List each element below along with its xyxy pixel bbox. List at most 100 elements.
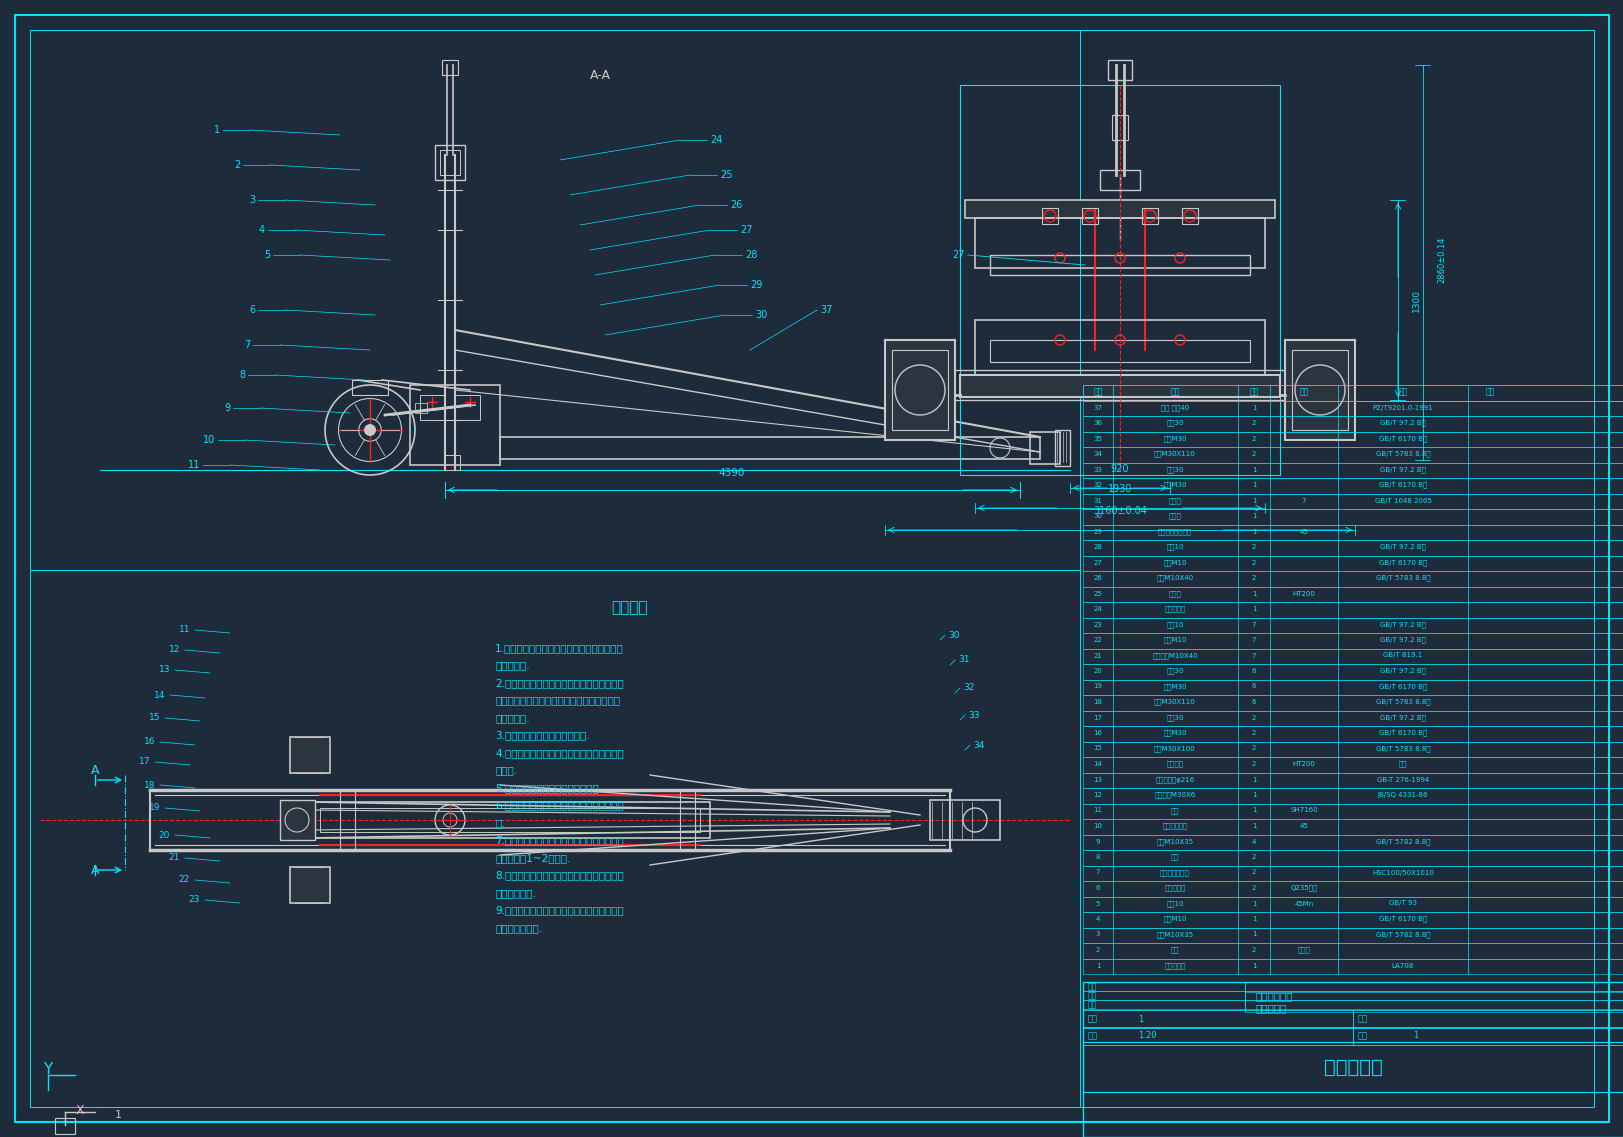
- Text: 标准: 标准: [1397, 388, 1407, 397]
- Text: 14: 14: [1092, 761, 1102, 767]
- Text: 30: 30: [755, 310, 766, 319]
- Text: 17: 17: [1092, 714, 1102, 721]
- Text: 32: 32: [962, 683, 974, 692]
- Text: 螺栓M10X40: 螺栓M10X40: [1156, 574, 1193, 581]
- Text: 三自由度牵引装置: 三自由度牵引装置: [1157, 529, 1191, 534]
- Text: 13: 13: [159, 665, 170, 674]
- Text: 28: 28: [1092, 543, 1102, 550]
- Bar: [1083, 819, 1623, 835]
- Text: GB/T 97.2 B级: GB/T 97.2 B级: [1380, 667, 1425, 674]
- Bar: [1083, 991, 1245, 1001]
- Bar: [964, 200, 1274, 218]
- Text: 10: 10: [203, 435, 214, 445]
- Bar: [1112, 115, 1128, 140]
- Text: 验.: 验.: [495, 818, 505, 828]
- Text: 5: 5: [1096, 901, 1099, 906]
- Text: 螺母M30: 螺母M30: [1162, 435, 1186, 442]
- Text: 27: 27: [740, 225, 751, 235]
- Bar: [352, 380, 388, 395]
- Bar: [420, 395, 445, 420]
- Text: 14: 14: [154, 690, 166, 699]
- Text: 1: 1: [1138, 1014, 1143, 1023]
- Text: 1.必须按照设计、工艺要求基本规定和有关标: 1.必须按照设计、工艺要求基本规定和有关标: [495, 644, 623, 653]
- Text: GB/T 5783 8.8级: GB/T 5783 8.8级: [1375, 699, 1430, 705]
- Text: 6: 6: [1251, 669, 1256, 674]
- Bar: [1083, 478, 1623, 493]
- Bar: [1083, 601, 1623, 617]
- Text: 7: 7: [1096, 870, 1099, 875]
- Bar: [1083, 850, 1623, 865]
- Text: 19: 19: [148, 804, 161, 813]
- Bar: [1245, 991, 1623, 1012]
- Text: 描图: 描图: [1087, 991, 1097, 1001]
- Text: 1: 1: [1251, 777, 1256, 782]
- Text: 11: 11: [1092, 807, 1102, 813]
- Text: 2: 2: [1251, 714, 1256, 721]
- Bar: [1083, 509, 1623, 524]
- Text: GB/T 97.2 B级: GB/T 97.2 B级: [1380, 543, 1425, 550]
- Text: 18: 18: [1092, 699, 1102, 705]
- Bar: [454, 395, 480, 420]
- Bar: [55, 1118, 75, 1134]
- Text: 序号: 序号: [1092, 388, 1102, 397]
- Text: 2: 2: [1251, 870, 1256, 875]
- Text: 37: 37: [1092, 405, 1102, 410]
- Text: 2: 2: [234, 160, 240, 171]
- Text: 6.液压系统装好后，应按有关标准进行运转实: 6.液压系统装好后，应按有关标准进行运转实: [495, 800, 623, 811]
- Text: 激光平地机的
设计和仿真: 激光平地机的 设计和仿真: [1255, 991, 1292, 1013]
- Bar: [1029, 432, 1060, 464]
- Bar: [930, 800, 1000, 840]
- Text: GB/T 819.1: GB/T 819.1: [1383, 653, 1422, 658]
- Text: 32: 32: [1092, 482, 1102, 488]
- Text: 25: 25: [719, 171, 732, 180]
- Text: 2: 2: [1251, 559, 1256, 565]
- Bar: [1083, 587, 1623, 601]
- Bar: [1083, 711, 1623, 727]
- Bar: [1083, 385, 1623, 400]
- Bar: [1292, 350, 1347, 430]
- Bar: [1083, 958, 1623, 974]
- Bar: [990, 340, 1250, 362]
- Text: 1300: 1300: [1410, 289, 1420, 312]
- Bar: [1083, 804, 1623, 819]
- Text: GB/T 5782 8.8级: GB/T 5782 8.8级: [1375, 931, 1430, 938]
- Text: 不锈钢: 不锈钢: [1297, 947, 1310, 953]
- Text: 31: 31: [1092, 498, 1102, 504]
- Text: 45: 45: [1298, 823, 1308, 829]
- Text: 审核: 审核: [1087, 1001, 1097, 1009]
- Text: 螺母M10: 螺母M10: [1162, 559, 1186, 566]
- Text: 液压调整管: 液压调整管: [1164, 885, 1185, 891]
- Text: GB/T 97.2 B级: GB/T 97.2 B级: [1380, 637, 1425, 644]
- Text: 垫圈10: 垫圈10: [1165, 621, 1183, 628]
- Text: 4: 4: [1251, 838, 1256, 845]
- Text: 分流阀: 分流阀: [1169, 497, 1180, 504]
- Bar: [1083, 1010, 1623, 1028]
- Text: 螺栓M10X35: 螺栓M10X35: [1156, 931, 1193, 938]
- Text: 12: 12: [169, 646, 180, 655]
- Text: 12: 12: [1092, 792, 1102, 798]
- Text: 35: 35: [1092, 435, 1102, 441]
- Bar: [1083, 928, 1623, 943]
- Text: 33: 33: [967, 711, 979, 720]
- Text: 26: 26: [730, 200, 742, 210]
- Text: 材料: 材料: [1298, 388, 1308, 397]
- Text: 1: 1: [1096, 963, 1099, 969]
- Text: 2: 2: [1251, 854, 1256, 860]
- Text: 清洁度要求.: 清洁度要求.: [495, 713, 529, 723]
- Text: 1: 1: [1251, 529, 1256, 534]
- Text: 1: 1: [1251, 405, 1256, 410]
- Bar: [1081, 208, 1097, 224]
- Bar: [990, 255, 1250, 275]
- Text: 20: 20: [159, 830, 170, 839]
- Bar: [1083, 447, 1623, 463]
- Text: 螺栓M30X110: 螺栓M30X110: [1154, 450, 1195, 457]
- Text: A: A: [91, 863, 99, 877]
- Text: GB/T 97.2 B级: GB/T 97.2 B级: [1380, 466, 1425, 473]
- Bar: [1083, 556, 1623, 571]
- Text: 垫圈30: 垫圈30: [1165, 714, 1183, 721]
- Text: 2: 2: [1251, 451, 1256, 457]
- Text: 备注: 备注: [1485, 388, 1493, 397]
- Text: 2: 2: [1251, 543, 1256, 550]
- Bar: [1042, 208, 1057, 224]
- Text: SH7160: SH7160: [1289, 807, 1316, 813]
